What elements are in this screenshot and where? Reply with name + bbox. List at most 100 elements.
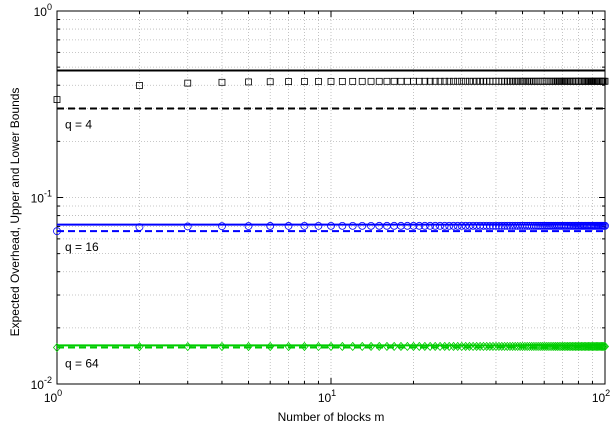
expected-marker xyxy=(375,221,384,230)
expected-marker xyxy=(449,221,458,230)
x-axis-label: Number of blocks m xyxy=(278,410,385,424)
expected-marker xyxy=(327,221,335,230)
expected-marker xyxy=(518,341,527,352)
expected-marker xyxy=(431,221,440,230)
expected-marker xyxy=(284,341,293,352)
expected-marker xyxy=(601,77,609,85)
expected-marker xyxy=(503,341,512,352)
expected-marker xyxy=(426,341,435,352)
expected-marker xyxy=(581,341,590,352)
series-group-1 xyxy=(53,221,609,236)
y-tick-label: 100 xyxy=(34,2,52,19)
expected-marker xyxy=(544,341,553,352)
expected-marker xyxy=(479,341,488,352)
expected-marker xyxy=(461,341,470,352)
expected-marker xyxy=(367,77,375,85)
expected-marker xyxy=(534,221,543,230)
expected-marker xyxy=(436,341,445,352)
expected-marker xyxy=(266,222,275,230)
expected-marker xyxy=(218,222,226,231)
expected-marker xyxy=(526,77,533,85)
expected-marker xyxy=(587,341,596,352)
x-tick-label: 100 xyxy=(44,388,62,405)
expected-marker xyxy=(415,77,423,85)
expected-marker xyxy=(52,342,62,353)
annotation-2: q = 64 xyxy=(65,356,99,370)
expected-marker xyxy=(461,221,470,230)
expected-marker xyxy=(284,222,293,230)
expected-marker xyxy=(300,341,309,352)
expected-marker xyxy=(367,341,376,352)
expected-marker xyxy=(396,341,405,352)
expected-marker xyxy=(397,77,405,85)
expected-marker xyxy=(390,77,398,85)
x-tick-label: 101 xyxy=(318,388,336,405)
expected-marker xyxy=(431,341,440,352)
expected-marker xyxy=(445,341,454,352)
expected-marker xyxy=(469,77,477,85)
expected-marker xyxy=(244,222,253,230)
expected-marker xyxy=(479,221,488,230)
expected-marker xyxy=(403,341,412,352)
expected-marker xyxy=(542,341,551,352)
expected-marker xyxy=(544,221,553,230)
expected-marker xyxy=(599,341,608,352)
expected-marker xyxy=(525,341,534,352)
expected-marker xyxy=(426,221,435,230)
expected-marker xyxy=(597,341,606,352)
expected-marker xyxy=(403,221,412,230)
expected-marker xyxy=(218,78,226,86)
expected-marker xyxy=(135,342,144,352)
expected-marker xyxy=(585,341,594,352)
expected-marker xyxy=(489,221,497,230)
expected-marker xyxy=(544,77,552,85)
expected-marker xyxy=(300,221,309,230)
expected-marker xyxy=(500,341,509,352)
expected-marker xyxy=(527,221,536,230)
expected-marker xyxy=(348,221,357,230)
expected-marker xyxy=(450,77,457,85)
expected-marker xyxy=(458,77,466,85)
expected-marker xyxy=(266,78,274,86)
y-tick-label: 10-1 xyxy=(31,189,52,206)
expected-marker xyxy=(598,341,607,352)
expected-marker xyxy=(528,77,536,85)
expected-marker xyxy=(542,221,551,230)
expected-marker xyxy=(327,78,335,85)
expected-marker xyxy=(536,221,545,230)
expected-marker xyxy=(420,221,429,230)
expected-marker xyxy=(485,221,494,230)
expected-marker xyxy=(494,341,503,352)
expected-marker xyxy=(472,341,481,352)
expected-marker xyxy=(482,341,491,352)
expected-marker xyxy=(466,77,473,85)
expected-marker xyxy=(549,341,558,352)
expected-marker xyxy=(508,221,517,230)
expected-marker xyxy=(367,221,375,230)
expected-marker xyxy=(244,341,253,352)
expected-marker xyxy=(375,341,384,352)
expected-marker xyxy=(431,77,439,85)
expected-marker xyxy=(436,221,444,230)
y-tick-label: 10-2 xyxy=(31,375,52,392)
expected-marker xyxy=(540,341,549,352)
expected-marker xyxy=(492,221,500,230)
expected-marker xyxy=(511,341,520,352)
series-group-0 xyxy=(53,69,609,110)
annotation-0: q = 4 xyxy=(65,118,92,132)
expected-marker xyxy=(503,221,512,230)
expected-marker xyxy=(338,341,347,352)
expected-marker xyxy=(453,341,462,352)
expected-marker xyxy=(532,221,540,230)
expected-marker xyxy=(358,77,366,85)
expected-marker xyxy=(420,341,429,352)
series-group-2 xyxy=(52,341,610,353)
expected-marker xyxy=(382,341,391,352)
expected-marker xyxy=(440,341,449,352)
expected-marker xyxy=(482,221,491,230)
expected-marker xyxy=(551,341,560,352)
expected-marker xyxy=(540,221,549,230)
expected-marker xyxy=(445,77,453,85)
expected-marker xyxy=(421,77,429,85)
expected-marker xyxy=(217,341,226,352)
